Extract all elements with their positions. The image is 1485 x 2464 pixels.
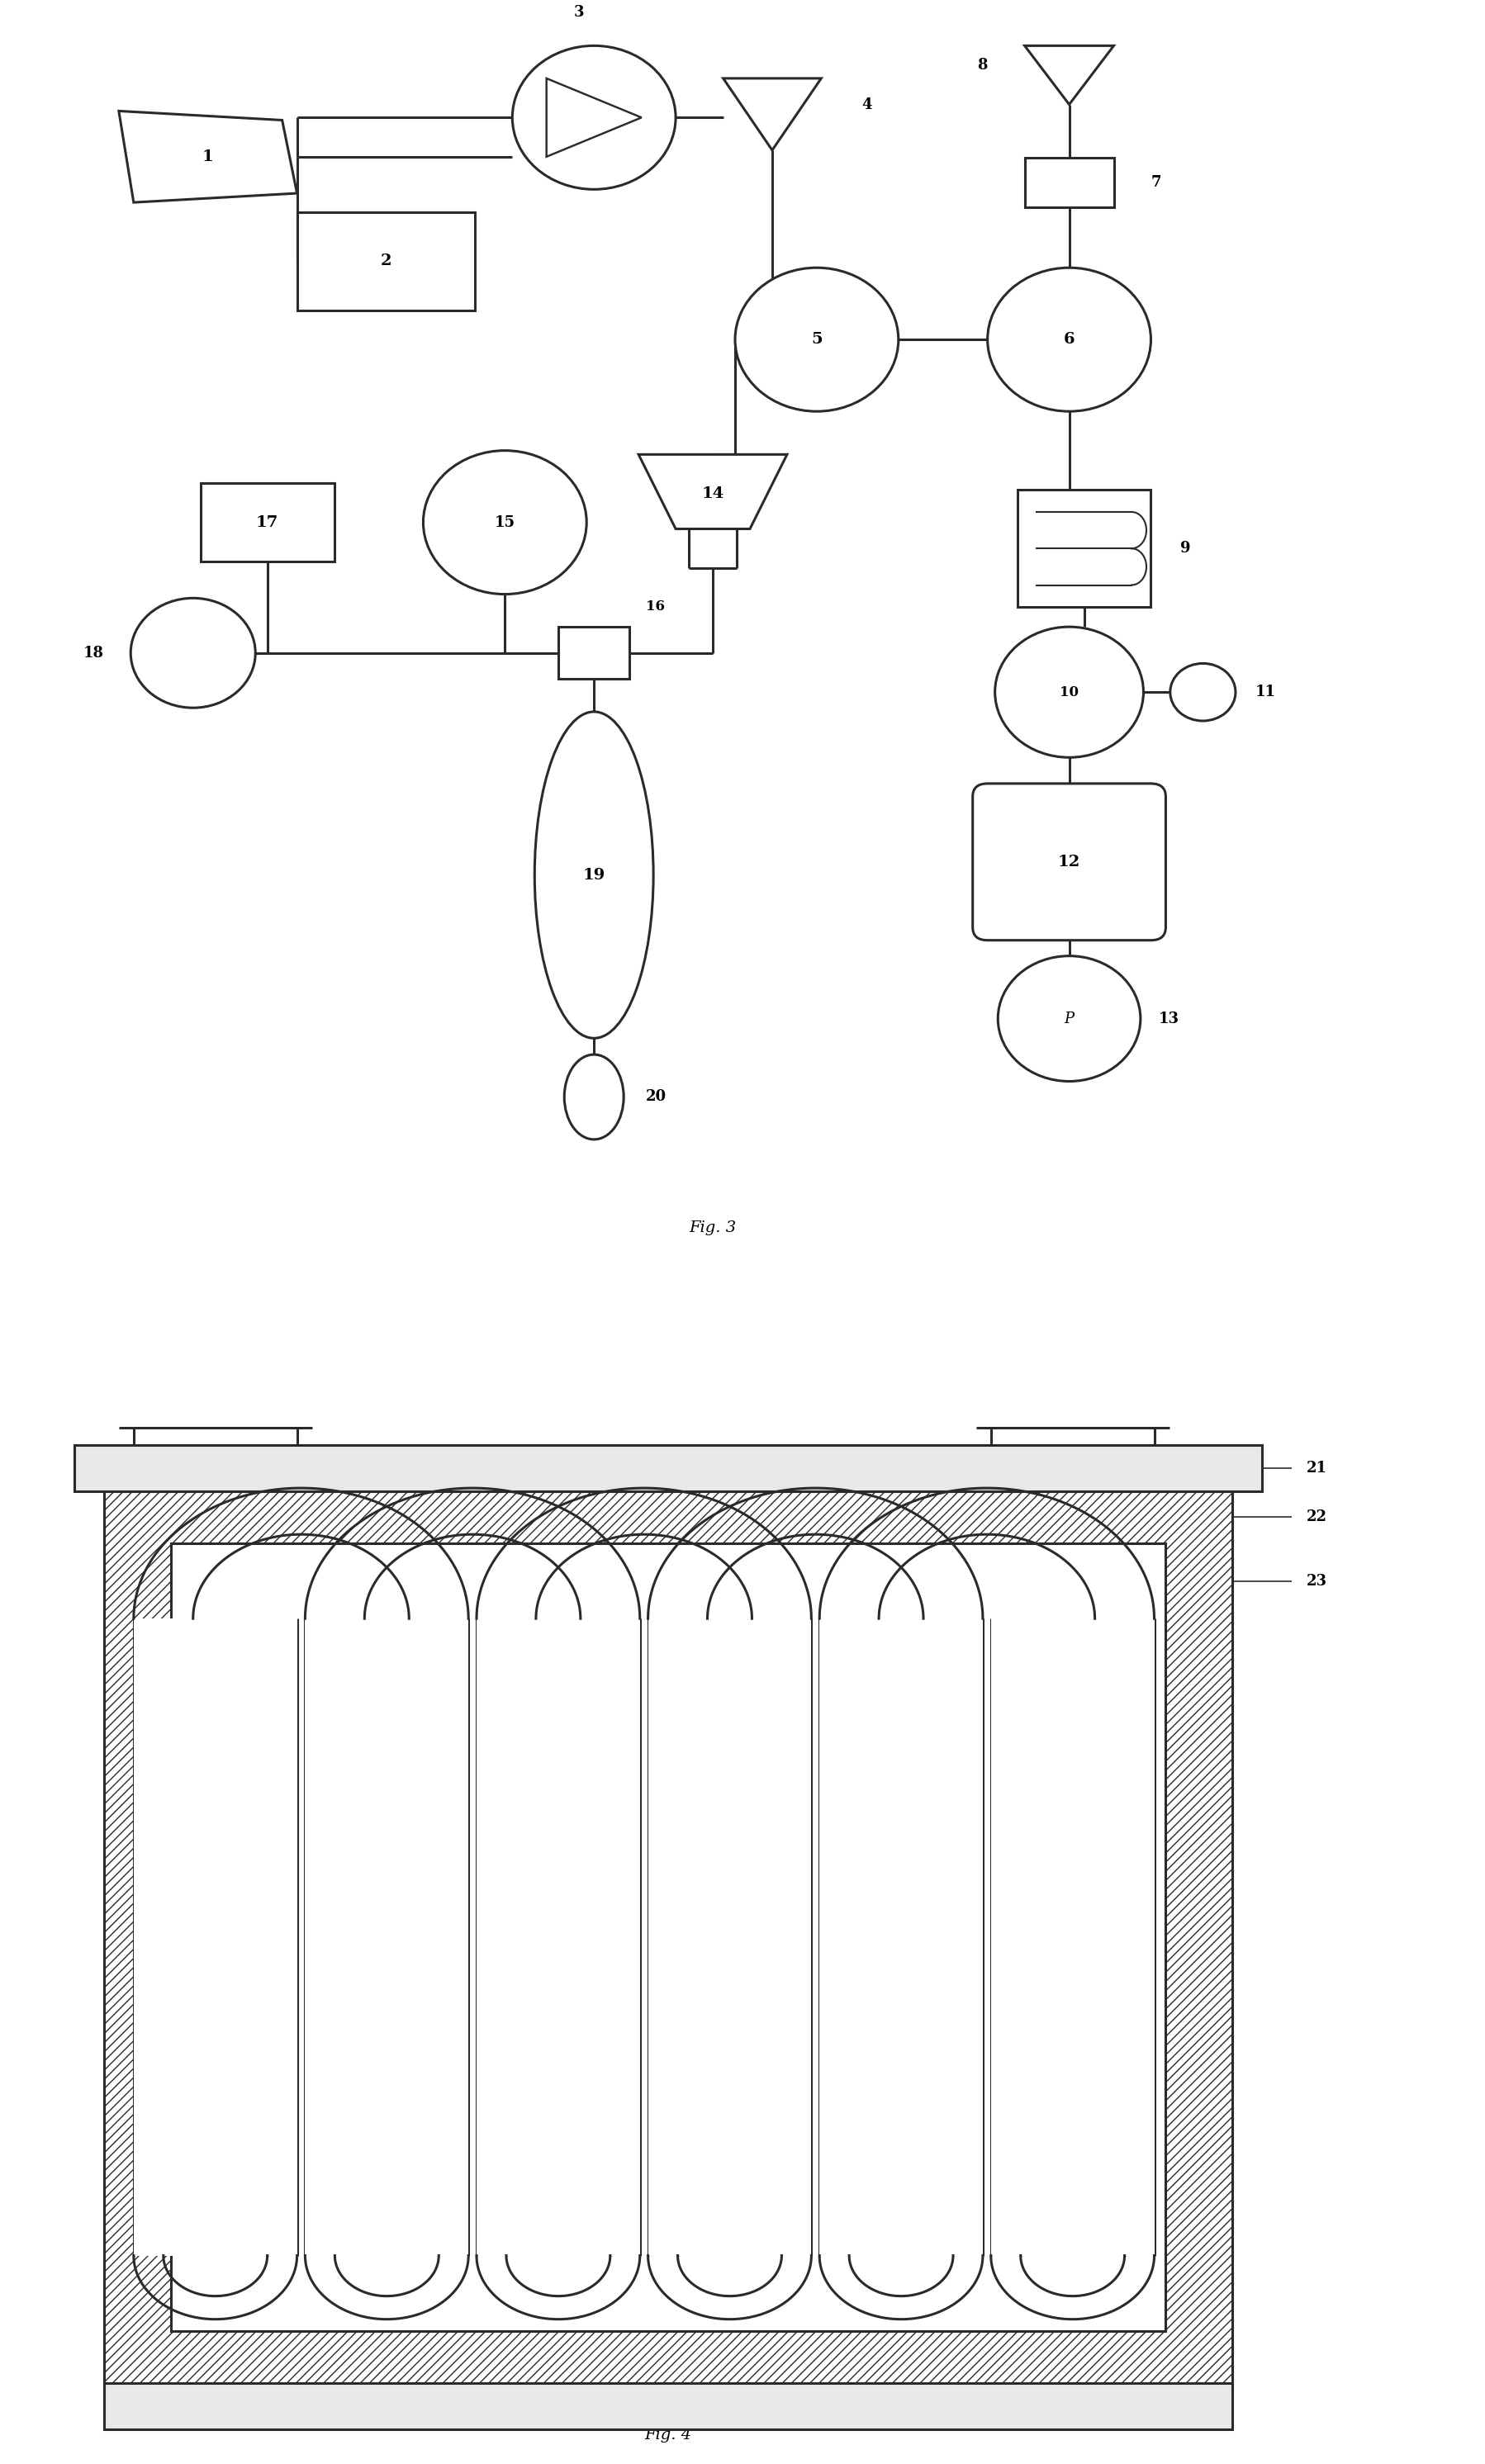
FancyBboxPatch shape <box>849 1619 953 2255</box>
Polygon shape <box>119 111 297 202</box>
Text: 16: 16 <box>646 599 665 614</box>
FancyBboxPatch shape <box>104 1491 1233 2383</box>
Text: 4: 4 <box>861 96 872 111</box>
Text: 3: 3 <box>575 5 584 20</box>
Text: P: P <box>1065 1010 1074 1025</box>
FancyBboxPatch shape <box>677 1619 781 2255</box>
Text: 20: 20 <box>646 1089 667 1104</box>
Polygon shape <box>546 79 642 158</box>
FancyBboxPatch shape <box>104 2383 1233 2430</box>
Text: 6: 6 <box>1063 333 1075 347</box>
Ellipse shape <box>535 712 653 1037</box>
Text: Fig. 3: Fig. 3 <box>689 1220 737 1234</box>
FancyBboxPatch shape <box>163 1619 267 2255</box>
FancyBboxPatch shape <box>506 1619 610 2255</box>
FancyBboxPatch shape <box>304 1619 468 2255</box>
Text: 2: 2 <box>380 254 392 269</box>
Circle shape <box>735 269 898 411</box>
FancyBboxPatch shape <box>74 1444 1262 1491</box>
Circle shape <box>423 451 587 594</box>
Text: 18: 18 <box>83 646 104 660</box>
Circle shape <box>512 47 676 190</box>
FancyBboxPatch shape <box>1017 490 1151 606</box>
Text: 19: 19 <box>582 867 606 882</box>
Text: 11: 11 <box>1255 685 1276 700</box>
Text: 14: 14 <box>701 485 725 500</box>
Polygon shape <box>723 79 821 150</box>
Text: 12: 12 <box>1057 855 1081 870</box>
Text: 15: 15 <box>495 515 515 530</box>
Circle shape <box>988 269 1151 411</box>
Text: 1: 1 <box>202 150 214 165</box>
FancyBboxPatch shape <box>1020 1619 1124 2255</box>
Circle shape <box>998 956 1140 1082</box>
FancyBboxPatch shape <box>200 483 334 562</box>
Polygon shape <box>639 453 787 530</box>
FancyBboxPatch shape <box>171 1542 1166 2331</box>
Text: 21: 21 <box>1307 1461 1328 1476</box>
Text: 13: 13 <box>1158 1010 1179 1025</box>
Polygon shape <box>1025 47 1114 103</box>
Text: 9: 9 <box>1181 542 1191 557</box>
FancyBboxPatch shape <box>820 1619 983 2255</box>
Text: 17: 17 <box>255 515 279 530</box>
FancyBboxPatch shape <box>134 1619 297 2255</box>
Ellipse shape <box>564 1055 624 1138</box>
Text: Fig. 4: Fig. 4 <box>644 2427 692 2442</box>
Circle shape <box>1170 663 1236 722</box>
Text: 10: 10 <box>1060 685 1078 700</box>
Text: 5: 5 <box>811 333 823 347</box>
Text: 23: 23 <box>1307 1574 1328 1589</box>
FancyBboxPatch shape <box>647 1619 811 2255</box>
FancyBboxPatch shape <box>477 1619 640 2255</box>
Text: 7: 7 <box>1151 175 1161 190</box>
Text: 22: 22 <box>1307 1510 1328 1525</box>
Circle shape <box>995 626 1143 756</box>
Text: 8: 8 <box>977 57 988 74</box>
Circle shape <box>131 599 255 707</box>
FancyBboxPatch shape <box>334 1619 438 2255</box>
FancyBboxPatch shape <box>990 1619 1154 2255</box>
FancyBboxPatch shape <box>297 212 475 310</box>
FancyBboxPatch shape <box>558 626 630 680</box>
FancyBboxPatch shape <box>973 784 1166 941</box>
FancyBboxPatch shape <box>1025 158 1114 207</box>
